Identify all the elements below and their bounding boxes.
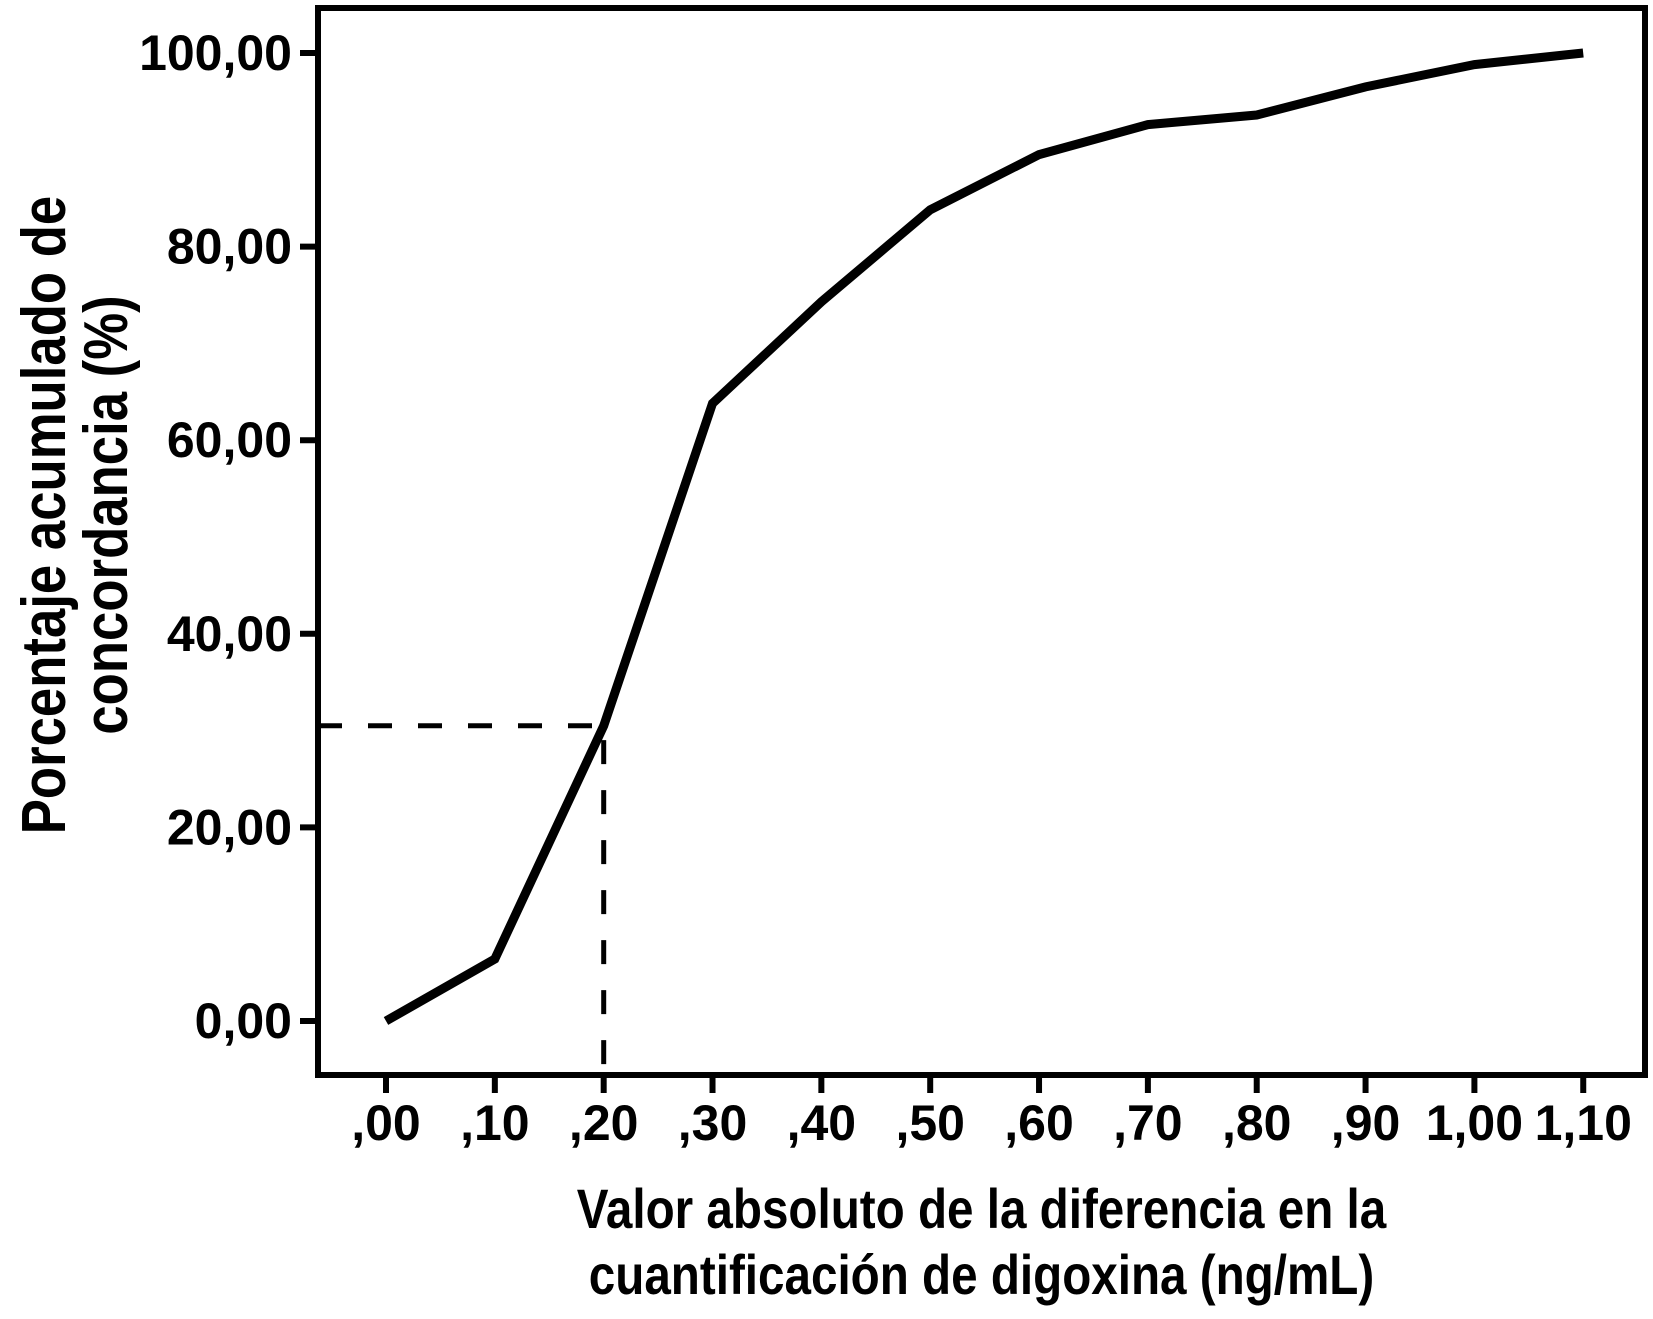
y-tick-label: 60,00 xyxy=(167,412,292,468)
y-tick-label: 0,00 xyxy=(195,993,292,1049)
x-tick-label: ,50 xyxy=(895,1095,965,1151)
x-axis-title: Valor absoluto de la diferencia en la cu… xyxy=(418,1176,1546,1308)
x-tick-label: ,70 xyxy=(1113,1095,1183,1151)
x-tick-label: ,40 xyxy=(787,1095,857,1151)
x-tick-label: ,60 xyxy=(1004,1095,1074,1151)
reference-dashed-line xyxy=(318,723,607,1075)
x-axis-tick-labels: ,00 ,10 ,20 ,30 ,40 ,50 ,60 ,70 ,80 ,90 1,00 1,10 xyxy=(351,1095,1632,1151)
x-tick-label: ,90 xyxy=(1331,1095,1401,1151)
x-tick-label: ,80 xyxy=(1222,1095,1292,1151)
x-tick-label: ,10 xyxy=(460,1095,530,1151)
x-axis-title-line1: Valor absoluto de la diferencia en la xyxy=(576,1177,1387,1240)
y-tick-label: 100,00 xyxy=(139,25,292,81)
y-axis-tick-labels: 0,00 20,00 40,00 60,00 80,00 100,00 xyxy=(139,25,292,1049)
y-axis-ticks xyxy=(300,50,318,1024)
x-tick-label: 1,10 xyxy=(1535,1095,1632,1151)
x-axis-title-line2: cuantificación de digoxina (ng/mL) xyxy=(588,1243,1375,1307)
x-tick-label: ,00 xyxy=(351,1095,421,1151)
y-tick-label: 20,00 xyxy=(167,799,292,855)
y-axis-title-line1: Porcentaje acumulado de xyxy=(10,195,79,835)
y-axis-title-line2: concordancia (%) xyxy=(72,295,141,735)
y-tick-label: 40,00 xyxy=(167,606,292,662)
x-axis-ticks xyxy=(383,1075,1587,1093)
plot-area-border xyxy=(315,5,1648,1078)
y-tick-label: 80,00 xyxy=(167,219,292,275)
y-axis-title: Porcentaje acumulado de concordancia (%) xyxy=(10,195,141,835)
x-tick-label: 1,00 xyxy=(1426,1095,1523,1151)
x-tick-label: ,30 xyxy=(678,1095,748,1151)
x-tick-label: ,20 xyxy=(569,1095,639,1151)
data-line xyxy=(383,48,1584,1025)
